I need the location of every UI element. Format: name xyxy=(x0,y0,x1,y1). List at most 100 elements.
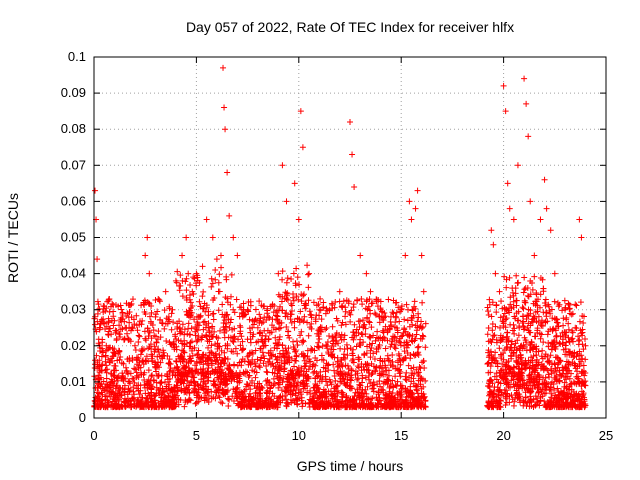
data-point xyxy=(498,392,505,399)
data-point xyxy=(212,266,219,273)
data-point xyxy=(314,343,321,350)
data-point xyxy=(492,349,499,356)
data-point xyxy=(235,336,242,343)
data-point xyxy=(551,386,558,393)
data-point xyxy=(158,372,165,379)
data-point xyxy=(97,324,104,331)
data-point xyxy=(290,297,297,304)
data-point xyxy=(219,386,226,393)
data-point xyxy=(358,295,365,302)
data-point xyxy=(147,341,154,348)
y-tick-label: 0 xyxy=(79,410,86,425)
data-point xyxy=(223,273,230,280)
data-point xyxy=(495,379,502,386)
data-point xyxy=(563,383,570,390)
data-point xyxy=(150,376,157,383)
data-point xyxy=(196,279,203,286)
data-point xyxy=(494,403,501,410)
data-point xyxy=(507,384,514,391)
data-point xyxy=(506,369,513,376)
data-point xyxy=(551,337,558,344)
data-point xyxy=(512,340,519,347)
data-point xyxy=(523,100,530,107)
data-point xyxy=(579,355,586,362)
data-point xyxy=(215,288,222,295)
data-point xyxy=(256,311,263,318)
data-point xyxy=(108,331,115,338)
data-point xyxy=(366,296,373,303)
data-point xyxy=(263,363,270,370)
data-point xyxy=(94,318,101,325)
data-point xyxy=(278,319,285,326)
data-point xyxy=(239,313,246,320)
data-point xyxy=(252,306,259,313)
data-point xyxy=(183,384,190,391)
data-point xyxy=(306,270,313,277)
data-point xyxy=(384,376,391,383)
data-point xyxy=(374,303,381,310)
data-point xyxy=(224,295,231,302)
data-point xyxy=(367,288,374,295)
data-point xyxy=(238,333,245,340)
data-point xyxy=(256,387,263,394)
data-point xyxy=(299,403,306,410)
data-point xyxy=(192,386,199,393)
data-point xyxy=(284,328,291,335)
data-point xyxy=(376,313,383,320)
data-point xyxy=(304,262,311,269)
data-point xyxy=(158,394,165,401)
data-point xyxy=(422,403,429,410)
data-point xyxy=(331,367,338,374)
data-point xyxy=(364,314,371,321)
data-point xyxy=(180,355,187,362)
data-point xyxy=(227,373,234,380)
data-point xyxy=(551,298,558,305)
data-point xyxy=(487,376,494,383)
data-point xyxy=(282,310,289,317)
data-point xyxy=(332,341,339,348)
data-point xyxy=(259,349,266,356)
data-point xyxy=(96,369,103,376)
data-point xyxy=(126,358,133,365)
data-point xyxy=(539,386,546,393)
data-point xyxy=(515,317,522,324)
data-point xyxy=(513,272,520,279)
data-point xyxy=(224,345,231,352)
data-point xyxy=(135,397,142,404)
data-point xyxy=(530,352,537,359)
data-point xyxy=(234,400,241,407)
data-point xyxy=(540,339,547,346)
data-point xyxy=(197,382,204,389)
data-point xyxy=(373,394,380,401)
data-point xyxy=(234,378,241,385)
data-point xyxy=(488,357,495,364)
data-point xyxy=(329,323,336,330)
data-point xyxy=(407,355,414,362)
data-point xyxy=(510,304,517,311)
data-point xyxy=(571,402,578,409)
data-point xyxy=(183,234,190,241)
data-point xyxy=(255,404,262,411)
data-point xyxy=(261,355,268,362)
data-point xyxy=(362,386,369,393)
data-point xyxy=(356,384,363,391)
data-point xyxy=(382,323,389,330)
data-point xyxy=(510,298,517,305)
data-point xyxy=(183,308,190,315)
data-point xyxy=(568,393,575,400)
data-point xyxy=(209,368,216,375)
data-point xyxy=(558,372,565,379)
data-point xyxy=(226,376,233,383)
data-point xyxy=(272,334,279,341)
data-point xyxy=(125,388,132,395)
data-point xyxy=(102,352,109,359)
data-point xyxy=(147,377,154,384)
data-point xyxy=(160,352,167,359)
data-point xyxy=(212,382,219,389)
data-point xyxy=(487,363,494,370)
data-point xyxy=(581,313,587,320)
data-point xyxy=(307,311,314,318)
data-point xyxy=(267,385,274,392)
data-point xyxy=(554,385,561,392)
data-point xyxy=(273,356,280,363)
